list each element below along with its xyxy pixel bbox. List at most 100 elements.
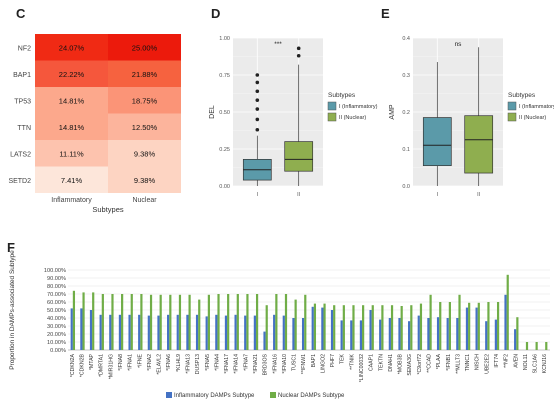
- outlier-point: [255, 117, 260, 122]
- bar: [294, 299, 297, 350]
- box: [284, 141, 314, 172]
- x-tick-label: PHF7: [330, 354, 336, 367]
- x-tick-label: KCNJ16: [542, 354, 548, 373]
- x-tick-label: *IFNE: [137, 353, 143, 367]
- bar: [234, 314, 237, 350]
- x-tick-label: NOL11: [523, 354, 529, 370]
- legend-entry: Nuclear DAMPs Subtype: [278, 393, 345, 399]
- x-tick-label: I: [257, 192, 259, 198]
- y-tick-label: 1.00: [219, 36, 230, 42]
- bar: [321, 307, 324, 350]
- x-tick-label: TEKTN: [378, 354, 384, 371]
- bar: [147, 315, 150, 350]
- x-tick-label: **NF2: [504, 354, 510, 368]
- y-tick-label: 70.00%: [47, 292, 66, 298]
- y-tick-label: 40.00%: [47, 316, 66, 322]
- bar: [118, 314, 122, 350]
- legend-entry: II (Nuclear): [519, 115, 546, 121]
- x-tick-label: *IFNA2: [147, 354, 153, 371]
- y-tick-label: 100.00%: [44, 268, 66, 274]
- bar: [140, 294, 143, 350]
- x-tick-label: *IFNA6: [166, 354, 172, 371]
- x-tick-label: **IFNW1: [301, 354, 307, 374]
- bar: [417, 315, 420, 350]
- x-tick-label: **TNIK: [349, 353, 355, 369]
- legend-swatch: [270, 392, 276, 398]
- heatmap-cell-label: 14.81%: [59, 96, 85, 105]
- x-tick-label: *DMRTA1: [99, 354, 105, 377]
- bar: [323, 303, 326, 350]
- x-tick-label: IFT74: [494, 354, 500, 368]
- bar: [301, 318, 305, 350]
- x-tick-label: *IFNA7: [243, 354, 249, 371]
- bar: [167, 314, 170, 350]
- y-tick-label: 0.4: [402, 36, 410, 42]
- y-tick-label: 0.00: [219, 184, 230, 190]
- heatmap-x-axis-title: Subtypes: [92, 205, 124, 214]
- x-tick-label: II: [477, 192, 481, 198]
- y-tick-label: 10.00%: [47, 340, 66, 346]
- bar: [227, 294, 230, 350]
- bar: [465, 307, 469, 350]
- bar: [195, 314, 199, 350]
- bar: [236, 294, 239, 350]
- heatmap-row-label: LATS2: [10, 151, 31, 158]
- x-tick-label: *LINC00032: [359, 354, 365, 382]
- y-tick-label: 0.25: [219, 147, 230, 153]
- x-tick-label: *IFNA4: [214, 354, 220, 371]
- x-tick-label: *MIR31HG: [108, 354, 114, 379]
- bar: [111, 294, 114, 350]
- bar: [350, 320, 353, 350]
- bar: [496, 302, 500, 350]
- panel-letter-c: C: [16, 6, 26, 21]
- bar: [217, 294, 220, 350]
- heatmap-cell-label: 18.75%: [132, 96, 158, 105]
- x-tick-label: *IFNA17: [224, 354, 230, 374]
- bar: [475, 307, 478, 350]
- y-tick-label: 0.3: [402, 73, 410, 79]
- heatmap-cell-label: 24.07%: [59, 43, 85, 52]
- heatmap-cell: [108, 113, 181, 140]
- x-tick-label: *IFNA14: [234, 354, 240, 374]
- bar: [178, 294, 182, 350]
- bar: [410, 305, 413, 350]
- bar: [400, 306, 403, 350]
- x-tick-label: II: [297, 192, 301, 198]
- bar: [516, 317, 519, 350]
- legend-title: Subtypes: [328, 92, 356, 99]
- bar: [525, 342, 529, 350]
- bar: [89, 310, 93, 350]
- heatmap-cell-label: 7.41%: [61, 176, 83, 185]
- bar: [436, 317, 440, 350]
- x-tick-label: *KLHL9: [176, 354, 182, 372]
- bar: [311, 306, 314, 350]
- outlier-point: [255, 127, 260, 132]
- significance-label: ***: [274, 41, 282, 48]
- x-tick-label: TEK: [340, 353, 346, 364]
- y-tick-label: 80.00%: [47, 284, 66, 290]
- x-tick-label: *C9orf72: [417, 354, 423, 375]
- bar: [514, 329, 517, 350]
- bar: [359, 320, 363, 350]
- heatmap-cell-label: 9.38%: [134, 149, 156, 158]
- bar: [205, 316, 208, 350]
- bar: [282, 315, 285, 350]
- heatmap-cell: [108, 60, 181, 87]
- legend-title: Subtypes: [508, 92, 536, 99]
- bar: [545, 342, 548, 350]
- y-tick-label: 30.00%: [47, 324, 66, 330]
- x-tick-label: *CDKN2B: [79, 353, 85, 377]
- bar: [468, 302, 471, 350]
- bar-chart: 0.00% 10.00% 20.00% 30.00% 40.00% 50.00% 60.00…: [9, 250, 550, 399]
- bar: [504, 294, 507, 350]
- bar: [176, 314, 179, 350]
- bar: [255, 294, 259, 350]
- bar: [284, 294, 288, 350]
- bar: [506, 274, 509, 350]
- bar: [446, 318, 449, 350]
- bar: [92, 292, 95, 350]
- heatmap-cell-label: 11.11%: [59, 149, 84, 158]
- x-tick-label: *MTAP: [89, 353, 95, 370]
- legend-swatch: [327, 112, 337, 122]
- y-tick-label: 0.75: [219, 73, 230, 79]
